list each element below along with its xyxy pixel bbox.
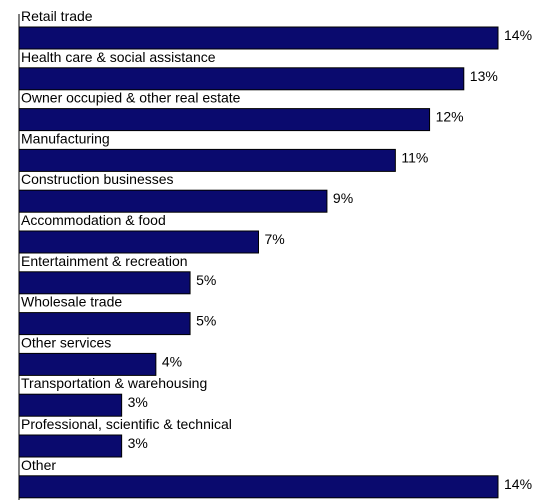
bar (18, 393, 123, 417)
bar (18, 475, 499, 499)
category-label: Construction businesses (21, 171, 174, 187)
value-label: 13% (470, 68, 498, 84)
value-label: 5% (196, 313, 216, 329)
category-label: Other services (21, 334, 111, 350)
value-label: 9% (333, 190, 353, 206)
category-label: Health care & social assistance (21, 49, 216, 65)
value-label: 12% (436, 109, 464, 125)
bar (18, 67, 465, 91)
category-label: Owner occupied & other real estate (21, 90, 241, 106)
value-label: 3% (128, 394, 148, 410)
value-label: 5% (196, 272, 216, 288)
value-label: 7% (265, 231, 285, 247)
category-label: Transportation & warehousing (21, 375, 207, 391)
bar (18, 189, 328, 213)
bar (18, 271, 191, 295)
bar (18, 108, 431, 132)
category-label: Manufacturing (21, 130, 110, 146)
category-label: Wholesale trade (21, 294, 122, 310)
value-label: 3% (128, 435, 148, 451)
bar (18, 26, 499, 50)
category-label: Entertainment & recreation (21, 253, 188, 269)
chart-marks: Retail trade 14% Health care & social assi… (18, 8, 532, 499)
value-label: 11% (401, 149, 428, 165)
bar (18, 312, 191, 336)
value-label: 4% (162, 353, 182, 369)
category-label: Retail trade (21, 8, 93, 24)
value-label: 14% (504, 476, 532, 492)
bar (18, 230, 259, 254)
value-label: 14% (504, 27, 532, 43)
bar (18, 148, 396, 172)
category-label: Professional, scientific & technical (21, 416, 232, 432)
category-label: Accommodation & food (21, 212, 166, 228)
bar (18, 352, 157, 376)
category-label: Other (21, 457, 56, 473)
bar (18, 434, 123, 458)
